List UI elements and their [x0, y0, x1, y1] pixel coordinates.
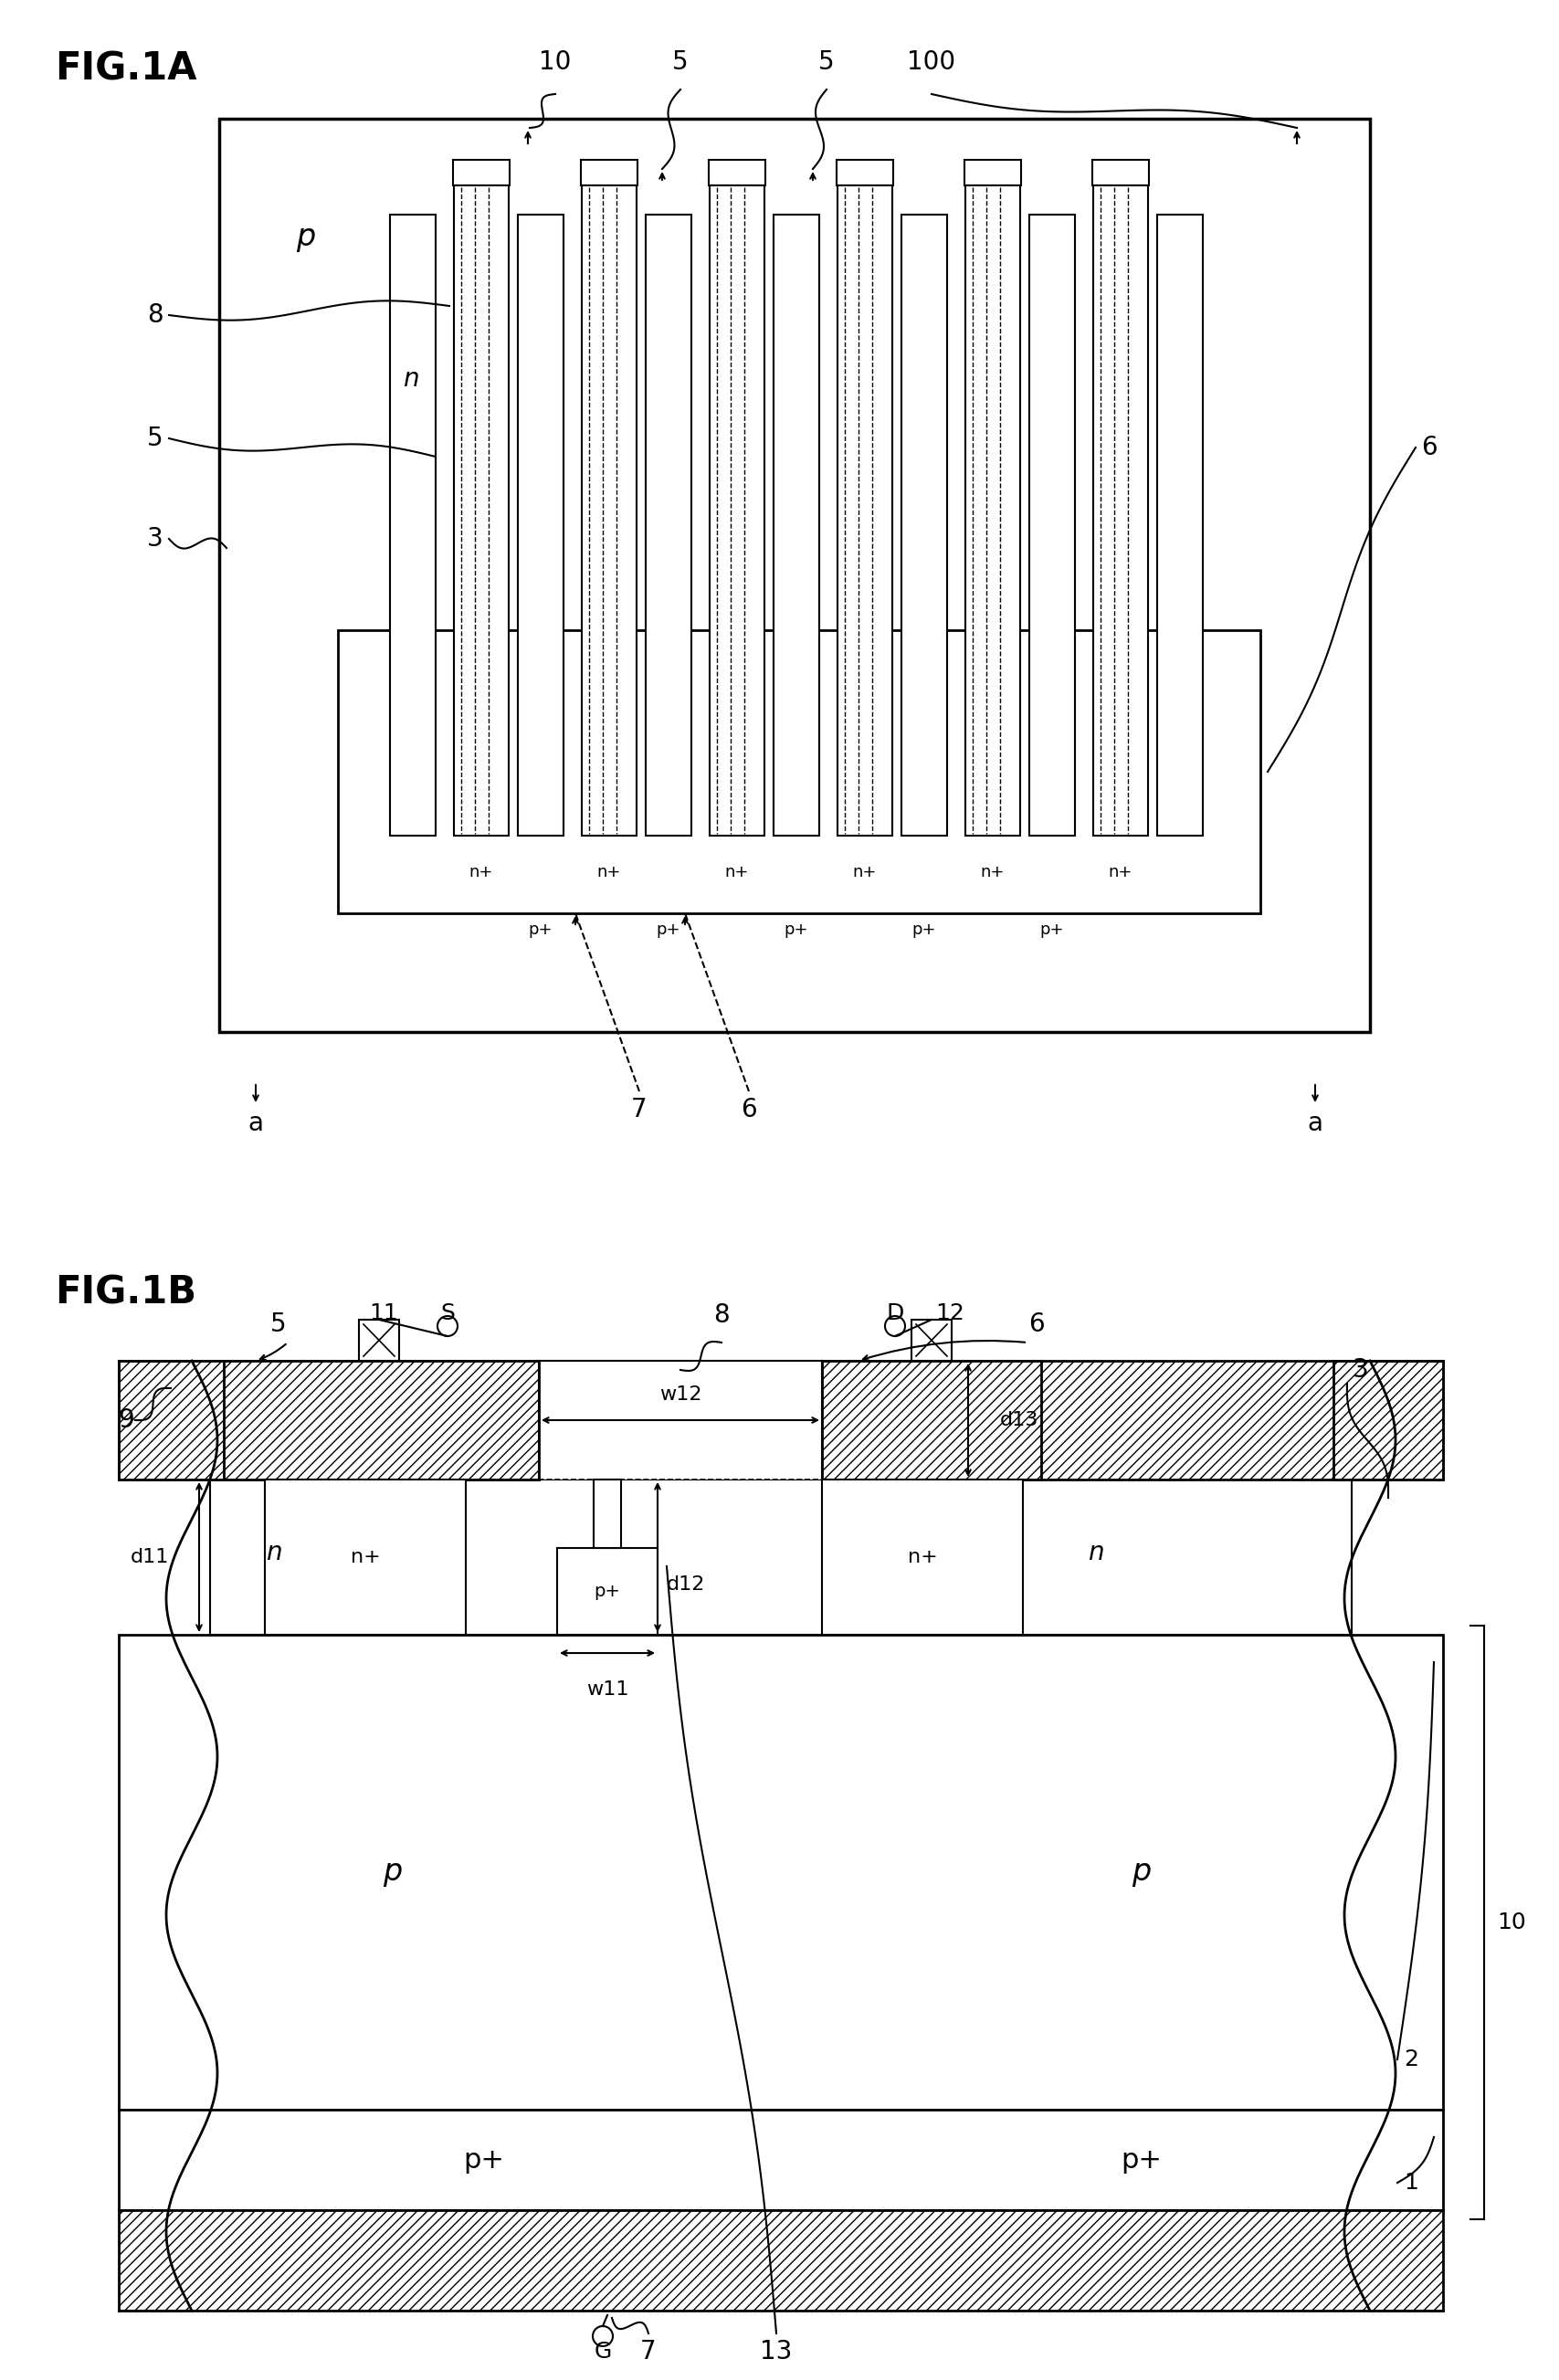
- Bar: [359, 1319, 399, 1361]
- Text: G: G: [594, 2340, 611, 2363]
- Bar: [538, 1361, 822, 1480]
- Text: n+: n+: [981, 864, 1004, 881]
- Text: p: p: [1132, 1856, 1151, 1887]
- Text: n+: n+: [469, 864, 493, 881]
- Bar: [963, 159, 1021, 186]
- Bar: [518, 214, 563, 835]
- Bar: [901, 214, 946, 835]
- Bar: [118, 2109, 1442, 2211]
- Text: 13: 13: [759, 2340, 792, 2363]
- Text: p+: p+: [1040, 921, 1063, 938]
- Text: S: S: [440, 1302, 455, 1323]
- Text: a: a: [1306, 1111, 1322, 1135]
- Text: FIG.1A: FIG.1A: [55, 50, 196, 88]
- Text: 9: 9: [118, 1407, 134, 1433]
- Text: 5: 5: [672, 50, 688, 74]
- Text: D: D: [886, 1302, 903, 1323]
- Bar: [454, 186, 508, 835]
- Bar: [708, 159, 765, 186]
- Text: p+: p+: [1121, 2147, 1161, 2173]
- Text: 8: 8: [147, 302, 164, 328]
- Text: 2: 2: [1403, 2049, 1417, 2071]
- Bar: [338, 631, 1260, 914]
- Bar: [645, 214, 691, 835]
- Text: d12: d12: [666, 1576, 705, 1595]
- Bar: [118, 1361, 223, 1480]
- Text: 6: 6: [1420, 436, 1436, 459]
- Bar: [1093, 186, 1147, 835]
- Text: 1: 1: [1403, 2173, 1417, 2194]
- Bar: [118, 1361, 538, 1480]
- Bar: [220, 1361, 538, 1480]
- Bar: [452, 159, 510, 186]
- Text: 5: 5: [818, 50, 834, 74]
- Text: n: n: [1087, 1540, 1104, 1566]
- Text: a: a: [248, 1111, 263, 1135]
- Bar: [594, 1480, 620, 1547]
- Text: 7: 7: [641, 2340, 656, 2363]
- Text: n+: n+: [597, 864, 620, 881]
- Bar: [1333, 1361, 1442, 1480]
- Bar: [220, 119, 1369, 1033]
- Text: 6: 6: [1027, 1311, 1045, 1338]
- Bar: [1029, 214, 1074, 835]
- Text: n+: n+: [907, 1547, 937, 1566]
- Text: 3: 3: [147, 526, 164, 552]
- Bar: [557, 1547, 658, 1635]
- Bar: [118, 2211, 1442, 2311]
- Text: FIG.1B: FIG.1B: [55, 1273, 196, 1311]
- Text: p+: p+: [529, 921, 552, 938]
- Text: p+: p+: [912, 921, 935, 938]
- Text: 11: 11: [369, 1302, 398, 1323]
- Text: 5: 5: [270, 1311, 287, 1338]
- Bar: [773, 214, 818, 835]
- Text: 7: 7: [631, 1097, 647, 1123]
- Text: p+: p+: [463, 2147, 504, 2173]
- Text: p: p: [384, 1856, 402, 1887]
- Bar: [836, 159, 893, 186]
- Bar: [910, 1319, 951, 1361]
- Text: w11: w11: [586, 1680, 628, 1699]
- Text: p+: p+: [594, 1583, 620, 1599]
- Bar: [210, 1480, 1352, 1635]
- Text: n+: n+: [1108, 864, 1132, 881]
- Text: 8: 8: [712, 1302, 730, 1328]
- Text: 5: 5: [147, 426, 164, 452]
- Bar: [582, 186, 636, 835]
- Bar: [709, 186, 764, 835]
- Text: 3: 3: [1352, 1357, 1369, 1383]
- Text: p+: p+: [656, 921, 680, 938]
- Bar: [1157, 214, 1202, 835]
- Bar: [822, 1361, 1040, 1480]
- Bar: [822, 1480, 1023, 1635]
- Text: 12: 12: [935, 1302, 963, 1323]
- Text: 10: 10: [1497, 1911, 1525, 1933]
- Text: n+: n+: [853, 864, 876, 881]
- Bar: [965, 186, 1020, 835]
- Text: n+: n+: [725, 864, 748, 881]
- Text: n: n: [402, 367, 419, 393]
- Bar: [1091, 159, 1149, 186]
- Bar: [580, 159, 638, 186]
- Text: 6: 6: [741, 1097, 756, 1123]
- Text: 100: 100: [907, 50, 956, 74]
- Text: n+: n+: [351, 1547, 380, 1566]
- Text: n: n: [265, 1540, 282, 1566]
- Bar: [265, 1480, 466, 1635]
- Text: d13: d13: [999, 1411, 1038, 1430]
- Text: 10: 10: [539, 50, 571, 74]
- Bar: [390, 214, 435, 835]
- Text: d11: d11: [131, 1547, 168, 1566]
- Text: p+: p+: [784, 921, 808, 938]
- Bar: [837, 186, 892, 835]
- Bar: [822, 1361, 1442, 1480]
- Bar: [118, 1635, 1442, 2109]
- Text: w12: w12: [659, 1385, 702, 1404]
- Text: p: p: [296, 221, 315, 252]
